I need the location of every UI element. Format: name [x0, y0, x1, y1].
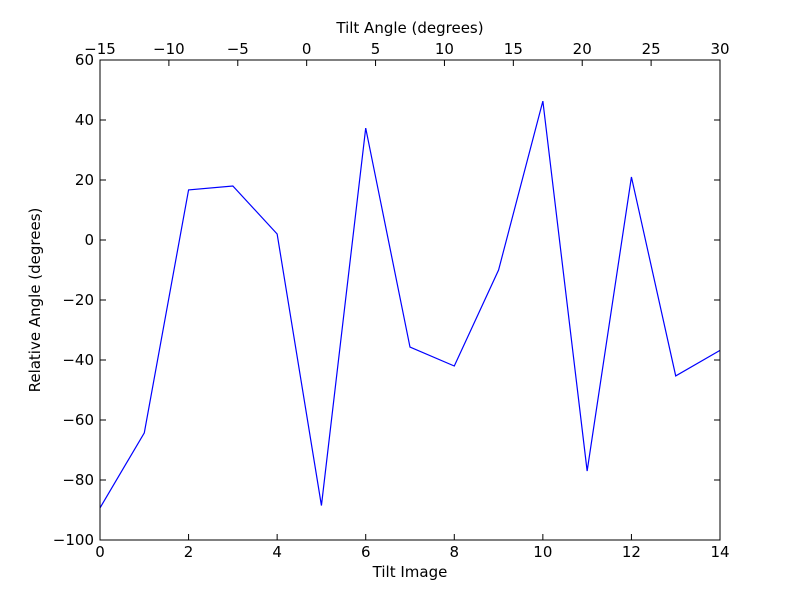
- y-tick-label: −40: [62, 351, 94, 369]
- y-tick-label: −60: [62, 411, 94, 429]
- x2-tick-label: 20: [573, 40, 592, 58]
- y-tick-label: 40: [75, 111, 94, 129]
- y-tick-label: −20: [62, 291, 94, 309]
- x2-tick-label: −15: [84, 40, 116, 58]
- x-tick-label: 12: [622, 543, 641, 561]
- x2-tick-label: 0: [302, 40, 312, 58]
- x-tick-label: 4: [272, 543, 282, 561]
- data-line: [99, 100, 721, 509]
- x-tick-label: 14: [710, 543, 729, 561]
- x2-tick-label: 10: [435, 40, 454, 58]
- x-tick-label: 6: [361, 543, 371, 561]
- y-tick-label: −80: [62, 471, 94, 489]
- x-tick-label: 0: [95, 543, 105, 561]
- y-tick-label: 20: [75, 171, 94, 189]
- x2-tick-label: 30: [710, 40, 729, 58]
- y-tick-label: 0: [84, 231, 94, 249]
- y-axis-label: Relative Angle (degrees): [26, 208, 44, 393]
- x2-axis-label: Tilt Angle (degrees): [335, 19, 483, 37]
- y-tick-label: 60: [75, 51, 94, 69]
- x2-tick-label: 5: [371, 40, 381, 58]
- y-tick-label: −100: [53, 531, 94, 549]
- x-axis-label: Tilt Image: [372, 563, 448, 581]
- x-tick-label: 2: [184, 543, 194, 561]
- x2-tick-label: −10: [153, 40, 185, 58]
- x2-tick-label: 15: [504, 40, 523, 58]
- x-tick-label: 10: [533, 543, 552, 561]
- x-tick-label: 8: [450, 543, 460, 561]
- x2-tick-label: 25: [642, 40, 661, 58]
- x2-tick-label: −5: [227, 40, 249, 58]
